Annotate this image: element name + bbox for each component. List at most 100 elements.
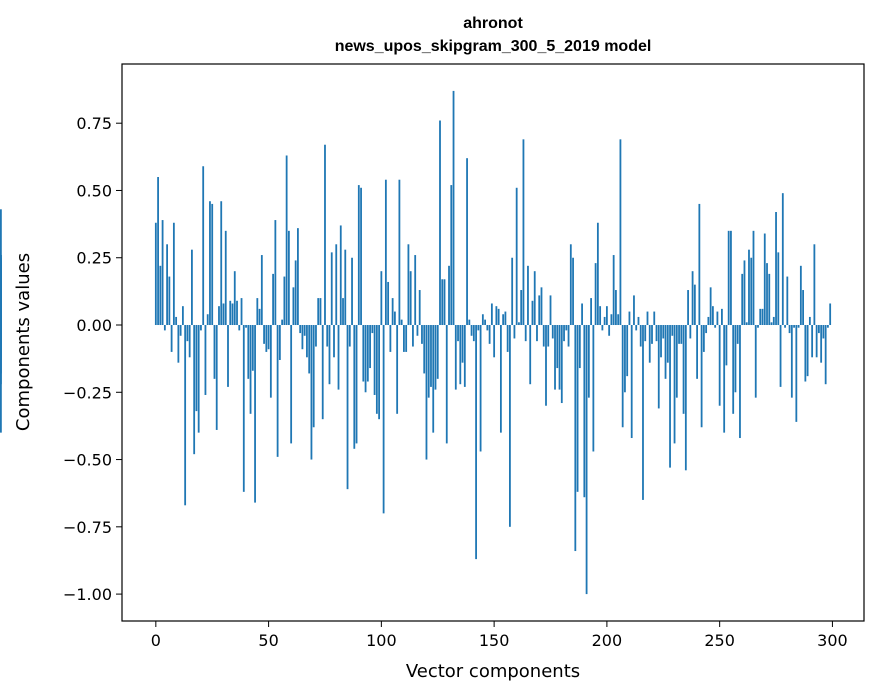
- bar-13: [184, 325, 187, 506]
- bar-121: [427, 325, 430, 398]
- bar-81: [337, 325, 340, 390]
- bar-195: [594, 263, 597, 326]
- bar-179: [558, 325, 561, 390]
- bar-127: [441, 279, 444, 326]
- bar-152: [497, 308, 500, 325]
- bar-263: [748, 249, 750, 326]
- bar-67: [306, 325, 308, 358]
- bar-84: [344, 249, 347, 326]
- bar-175: [549, 295, 552, 326]
- bar-130: [448, 265, 450, 326]
- bar-194: [592, 325, 595, 452]
- bar-149: [490, 303, 493, 326]
- bar-297: [824, 325, 827, 385]
- y-tick-label: 0.25: [76, 249, 112, 268]
- bar-157: [509, 325, 511, 527]
- bar-156: [506, 325, 509, 352]
- bar-226: [664, 325, 667, 379]
- bar-39: [242, 325, 245, 492]
- bar-128: [443, 279, 446, 326]
- bar-91: [360, 187, 362, 326]
- bar-110: [403, 325, 405, 352]
- bar-51: [269, 325, 272, 398]
- bar-42: [249, 325, 252, 414]
- bar-85: [346, 325, 349, 490]
- bar-190: [583, 325, 586, 498]
- bar-196: [596, 222, 599, 326]
- bar-274: [772, 316, 775, 326]
- bar-70: [312, 325, 315, 428]
- bar-115: [414, 255, 417, 326]
- x-tick-label: 100: [366, 631, 397, 650]
- bar-94: [366, 325, 369, 382]
- bar-171: [540, 287, 543, 326]
- bar-78: [330, 252, 333, 326]
- bar-256: [732, 325, 735, 414]
- bar-257: [734, 325, 737, 393]
- bar-266: [754, 325, 757, 398]
- bar-45: [256, 298, 259, 326]
- bar-58: [285, 155, 288, 326]
- bar-177: [554, 325, 556, 390]
- bar-248: [714, 325, 717, 328]
- bar-258: [736, 325, 739, 344]
- bar-122: [430, 325, 432, 387]
- bar-239: [693, 284, 696, 326]
- bar-38: [240, 298, 243, 326]
- bar-277: [779, 325, 782, 387]
- bar-282: [790, 325, 793, 398]
- bar-5: [166, 244, 168, 326]
- bar-46: [258, 308, 261, 325]
- bar-9: [175, 316, 178, 326]
- bar-138: [466, 158, 468, 326]
- bar-71: [315, 325, 317, 347]
- bar-206: [619, 139, 622, 326]
- bar-113: [409, 271, 412, 326]
- bar-296: [822, 325, 825, 339]
- bar-288: [804, 325, 807, 382]
- bar-26: [213, 325, 216, 379]
- bars-group: [0, 90, 832, 595]
- bar-124: [434, 325, 437, 390]
- bar-245: [707, 316, 710, 326]
- bar-141: [472, 325, 475, 342]
- bar-233: [680, 325, 683, 344]
- bar-298: [827, 325, 829, 328]
- bar-147: [486, 325, 489, 331]
- bar-53: [274, 220, 277, 326]
- bar-153: [499, 325, 502, 433]
- bar-29: [220, 201, 223, 326]
- bar-32: [227, 325, 229, 387]
- bar-76: [326, 325, 329, 347]
- bar-undefined: [0, 260, 2, 326]
- bar-273: [770, 322, 773, 326]
- bar-49: [265, 325, 268, 352]
- bar-154: [502, 314, 505, 326]
- x-tick-label: 200: [592, 631, 623, 650]
- chart-title-line-2: news_upos_skipgram_300_5_2019 model: [335, 38, 652, 55]
- bar-125: [436, 325, 439, 379]
- bar-234: [682, 325, 685, 414]
- bar-174: [547, 325, 550, 347]
- bar-260: [741, 273, 744, 326]
- bar-19: [197, 325, 200, 433]
- y-tick-label: −1.00: [63, 585, 112, 604]
- bar-140: [470, 325, 473, 336]
- bar-145: [481, 314, 484, 326]
- bar-162: [520, 290, 523, 326]
- bar-204: [615, 290, 617, 326]
- bar-57: [283, 276, 286, 325]
- bar-198: [601, 325, 604, 331]
- bar-284: [795, 325, 798, 422]
- bar-101: [382, 325, 385, 514]
- bar-267: [757, 325, 759, 328]
- bar-117: [418, 290, 421, 326]
- bar-215: [639, 325, 642, 347]
- bar-242: [700, 325, 703, 428]
- bar-251: [721, 308, 723, 325]
- bar-17: [193, 325, 196, 455]
- bar-253: [725, 325, 728, 366]
- bar-158: [511, 257, 514, 326]
- bar-181: [563, 325, 565, 342]
- bar-188: [578, 325, 581, 369]
